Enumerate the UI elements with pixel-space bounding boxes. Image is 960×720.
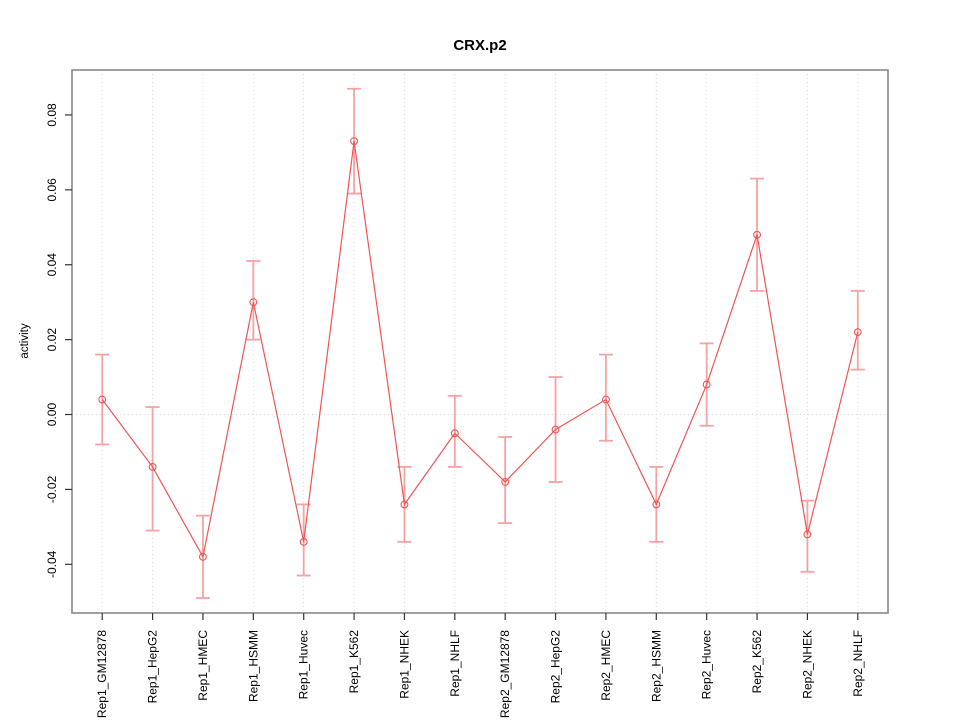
x-tick-label: Rep2_NHLF: [851, 630, 865, 697]
x-tick-label: Rep1_GM12878: [95, 630, 109, 718]
data-point: [249, 298, 258, 307]
y-axis-title: activity: [19, 323, 31, 359]
x-tick-label: Rep2_HepG2: [549, 630, 563, 704]
y-tick-label: 0.06: [45, 178, 59, 202]
data-point: [652, 500, 661, 509]
x-tick-label: Rep1_HMEC: [196, 630, 210, 701]
x-tick-label: Rep2_HSMM: [649, 630, 663, 702]
x-tick-label: Rep1_HSMM: [246, 630, 260, 702]
data-point: [299, 537, 308, 546]
data-point: [501, 477, 510, 486]
y-tick-label: 0.00: [45, 403, 59, 427]
x-tick-label: Rep1_K562: [347, 630, 361, 694]
plot-border: [71, 69, 889, 614]
data-point: [853, 328, 862, 337]
x-tick-label: Rep2_K562: [750, 630, 764, 694]
data-point: [400, 500, 409, 509]
data-point: [753, 230, 761, 239]
x-tick-label: Rep1_HepG2: [146, 630, 160, 704]
data-point: [551, 425, 560, 434]
chart-title: CRX.p2: [453, 37, 507, 54]
y-tick-label: -0.02: [45, 475, 59, 503]
data-point: [450, 429, 459, 438]
y-tick-label: 0.04: [45, 253, 59, 277]
x-tick-label: Rep2_HMEC: [599, 630, 613, 701]
x-tick-label: Rep1_Huvec: [297, 630, 311, 699]
x-tick-label: Rep2_GM12878: [498, 630, 512, 718]
data-point: [148, 463, 157, 471]
x-tick-label: Rep2_Huvec: [700, 630, 714, 699]
data-point: [702, 380, 711, 389]
data-point: [803, 530, 812, 539]
x-tick-label: Rep1_NHLF: [448, 630, 462, 697]
x-tick-label: Rep1_NHEK: [397, 630, 411, 699]
data-point: [601, 395, 610, 404]
x-tick-label: Rep2_NHEK: [800, 630, 814, 699]
data-point: [98, 395, 107, 404]
y-tick-label: 0.02: [45, 328, 59, 352]
y-tick-label: -0.04: [45, 550, 59, 578]
data-point: [199, 552, 207, 561]
data-line: [101, 141, 859, 559]
y-tick-label: 0.08: [45, 103, 59, 127]
data-point: [350, 137, 359, 146]
